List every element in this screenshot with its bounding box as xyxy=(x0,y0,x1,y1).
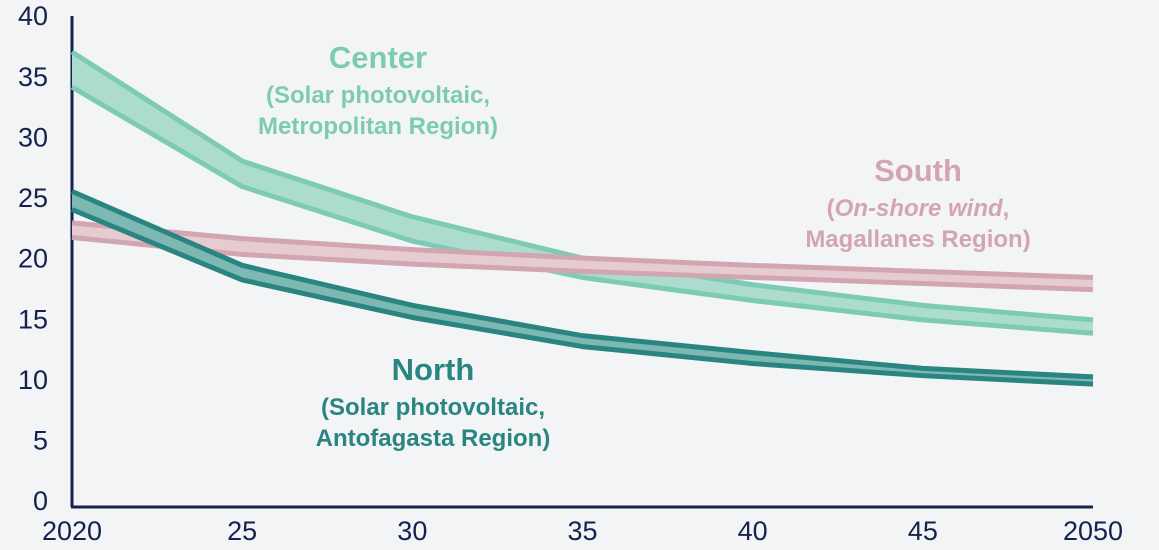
x-tick-label: 2050 xyxy=(1063,516,1123,546)
label-part: ( xyxy=(827,195,835,222)
x-tick-label: 35 xyxy=(567,516,597,546)
series-sublabel: Antofagasta Region) xyxy=(316,425,551,452)
band-edge xyxy=(71,220,1094,280)
label-part: (Solar photovoltaic, xyxy=(321,394,545,421)
y-tick-label: 0 xyxy=(33,486,48,516)
label-part: Magallanes Region) xyxy=(805,226,1030,253)
series-label: South xyxy=(874,153,962,188)
y-tick-label: 15 xyxy=(18,304,48,334)
y-tick-label: 30 xyxy=(18,122,48,152)
y-tick-label: 25 xyxy=(18,183,48,213)
series-sublabel: Metropolitan Region) xyxy=(258,113,498,140)
series-sublabel: (Solar photovoltaic, xyxy=(266,82,490,109)
series-sublabel: Magallanes Region) xyxy=(805,226,1030,253)
label-part: (Solar photovoltaic, xyxy=(266,82,490,109)
band-edge xyxy=(71,207,1094,387)
x-tick-label: 30 xyxy=(397,516,427,546)
label-part: Metropolitan Region) xyxy=(258,113,498,140)
y-tick-label: 20 xyxy=(18,244,48,274)
series-sublabel: (Solar photovoltaic, xyxy=(321,394,545,421)
y-tick-label: 5 xyxy=(33,426,48,456)
label-part: On-shore wind xyxy=(835,195,1004,222)
band-fill xyxy=(72,51,1093,334)
series-label: Center xyxy=(329,40,427,75)
series-label: North xyxy=(392,352,475,387)
label-part: Antofagasta Region) xyxy=(316,425,551,452)
band-edge xyxy=(71,189,1094,380)
label-part: , xyxy=(1003,195,1010,222)
series-sublabel: (On-shore wind, xyxy=(827,195,1010,222)
band-fill xyxy=(72,222,1093,290)
x-tick-label: 40 xyxy=(738,516,768,546)
band-edge xyxy=(71,234,1094,293)
x-tick-label: 2020 xyxy=(42,516,102,546)
x-tick-label: 45 xyxy=(908,516,938,546)
y-tick-label: 35 xyxy=(18,62,48,92)
y-tick-label: 10 xyxy=(18,365,48,395)
y-tick-label: 40 xyxy=(18,1,48,31)
band-edge xyxy=(70,84,1094,336)
x-tick-label: 25 xyxy=(227,516,257,546)
